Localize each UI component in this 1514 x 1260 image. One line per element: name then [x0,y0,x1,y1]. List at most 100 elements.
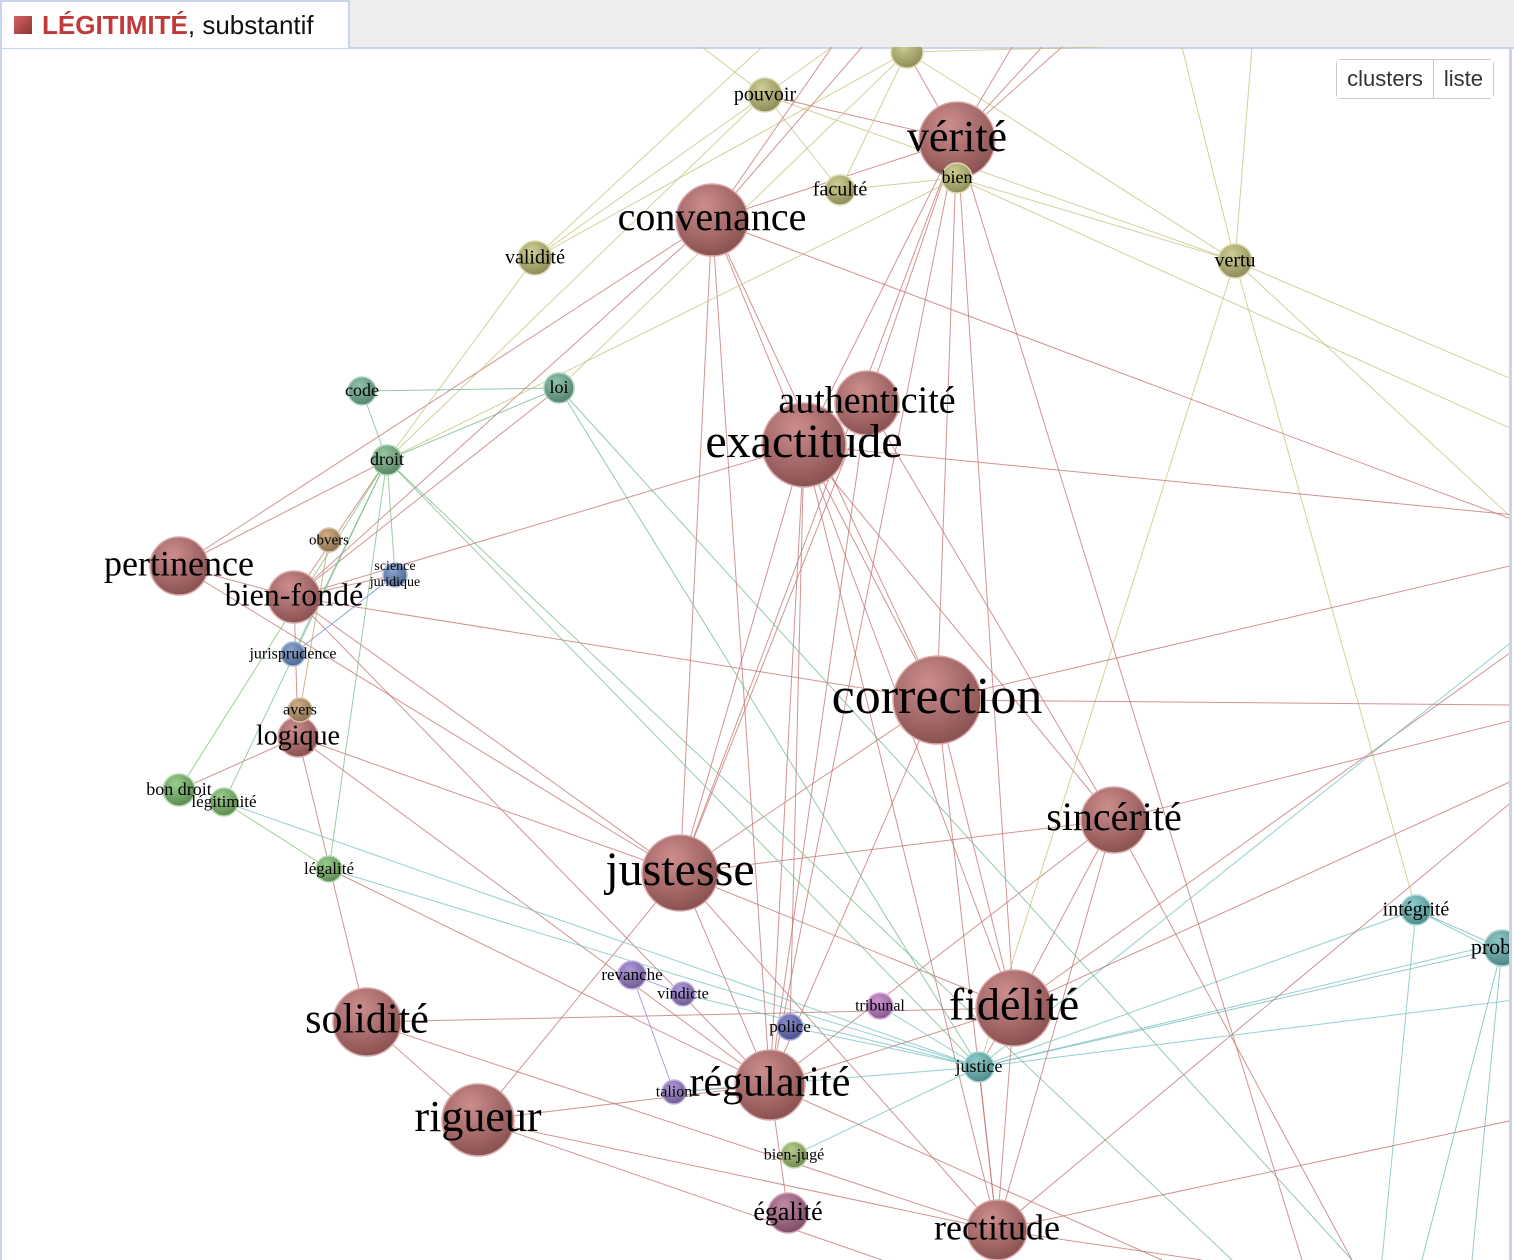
node-egalite[interactable] [767,1192,809,1234]
node-droit[interactable] [371,444,403,476]
node-label-bondroit[interactable]: bon droit [146,779,212,799]
edge-pouvoir-validite [534,94,766,259]
node-label-sincerite[interactable]: sincérité [1046,794,1182,839]
edge-exactitude-sincerite [803,444,1115,821]
node-label-probite[interactable]: probité [1471,934,1512,959]
node-loi[interactable] [543,372,575,404]
node-label-pertinence[interactable]: pertinence [104,543,254,583]
node-label-convenance[interactable]: convenance [618,194,807,239]
node-label-bien[interactable]: bien [942,167,973,187]
node-label-faculte[interactable]: faculté [813,179,868,201]
edge-sincerite-regularite [769,819,1115,1086]
node-label-rigueur[interactable]: rigueur [414,1092,541,1141]
node-label-bienfonde[interactable]: bien-fondé [225,576,364,612]
node-convenance[interactable] [675,183,749,257]
node-rectitude[interactable] [966,1199,1028,1260]
node-justice[interactable] [963,1051,995,1083]
node-label-legitimite[interactable]: légitimité [191,792,256,811]
node-label-correction[interactable]: correction [832,668,1043,725]
node-sincerite[interactable] [1080,786,1148,854]
edge-ptop-offscreen [906,47,1103,53]
node-label-regularite[interactable]: régularité [690,1060,851,1106]
node-label-droit[interactable]: droit [370,449,404,469]
node-exactitude[interactable] [761,402,847,488]
clusters-button[interactable]: clusters [1337,60,1433,98]
node-label-tribunal[interactable]: tribunal [855,998,905,1015]
node-label-fidelite[interactable]: fidélité [949,979,1079,1030]
node-justesse[interactable] [641,834,719,912]
edge-verite-correction [936,139,958,701]
node-police[interactable] [776,1013,804,1041]
node-revanche[interactable] [617,960,647,990]
edge-sincerite-offscreen [1113,819,1353,1260]
edge-legalite-justice [328,868,980,1068]
node-sciencejur[interactable] [382,562,408,588]
node-label-legalite[interactable]: légalité [304,859,354,878]
node-label-police[interactable]: police [769,1017,811,1036]
node-legitimite[interactable] [209,787,239,817]
node-ptop[interactable] [890,47,924,69]
node-label-vindicte[interactable]: vindicte [657,986,709,1003]
edge-logique-bondroit [178,736,299,791]
node-label-sciencejur[interactable]: science juridique [369,559,421,590]
node-label-exactitude[interactable]: exactitude [705,415,902,468]
node-label-verite[interactable]: vérité [907,112,1007,161]
node-label-integrite[interactable]: intégrité [1383,899,1450,921]
node-regularite[interactable] [734,1049,806,1121]
edge-correction-offscreen [936,699,1509,706]
node-jurisprudence[interactable] [280,641,306,667]
tab-entry[interactable]: LÉGITIMITÉ, substantif [0,0,350,48]
node-validite[interactable] [517,240,553,276]
node-correction[interactable] [892,655,982,745]
node-bienfonde[interactable] [267,570,321,624]
node-label-avers[interactable]: avers [283,702,317,719]
node-label-authenticite[interactable]: authenticité [778,380,955,422]
node-label-validite[interactable]: validité [505,247,565,269]
edge-droit-legitimite [223,459,388,803]
edge-justesse-fidelite [679,872,1015,1009]
node-label-justice[interactable]: justice [955,1056,1003,1076]
node-pouvoir[interactable] [747,77,783,113]
node-vindicte[interactable] [670,981,696,1007]
edge-fidelite-regularite [769,1007,1015,1086]
node-integrite[interactable] [1400,894,1432,926]
node-label-rectitude[interactable]: rectitude [934,1207,1060,1247]
node-label-revanche[interactable]: revanche [601,965,662,984]
node-avers[interactable] [287,697,313,723]
node-authenticite[interactable] [834,370,900,436]
node-label-bienjuge[interactable]: bien-jugé [764,1147,824,1164]
node-label-solidite[interactable]: solidité [305,997,429,1043]
node-label-vertu[interactable]: vertu [1214,250,1255,272]
node-label-justesse[interactable]: justesse [603,843,754,896]
node-label-talion[interactable]: talion [656,1084,692,1101]
node-vertu[interactable] [1217,243,1253,279]
node-rigueur[interactable] [441,1083,515,1157]
node-solidite[interactable] [332,987,402,1057]
edge-correction-justesse [679,699,938,874]
node-label-loi[interactable]: loi [549,377,568,397]
edge-bien-vertu [956,177,1236,262]
node-code[interactable] [347,376,377,406]
edge-justice-offscreen [978,1000,1509,1068]
node-label-code[interactable]: code [345,380,379,400]
node-tribunal[interactable] [866,992,894,1020]
node-label-logique[interactable]: logique [256,720,340,751]
node-talion[interactable] [661,1079,687,1105]
node-pertinence[interactable] [149,536,209,596]
node-probite[interactable] [1483,929,1512,967]
liste-button[interactable]: liste [1432,60,1493,98]
node-legalite[interactable] [315,855,343,883]
edge-vertu-offscreen [1181,47,1236,262]
node-bondroit[interactable] [162,773,196,807]
node-bienjuge[interactable] [780,1141,808,1169]
edge-justesse-pertinence [178,565,681,874]
node-fidelite[interactable] [975,969,1053,1047]
node-faculte[interactable] [824,174,856,206]
node-label-pouvoir[interactable]: pouvoir [734,84,797,106]
node-label-jurisprudence[interactable]: jurisprudence [248,646,336,663]
node-bien[interactable] [941,162,973,194]
node-label-egalite[interactable]: égalité [753,1197,822,1226]
node-label-obvers[interactable]: obvers [309,532,349,548]
node-obvers[interactable] [316,527,342,553]
